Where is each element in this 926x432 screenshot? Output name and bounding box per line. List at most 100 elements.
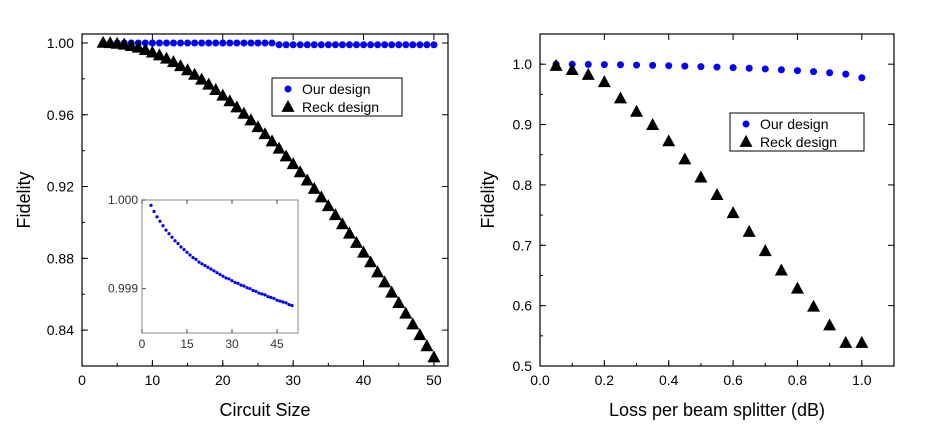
- data-point: [385, 285, 399, 298]
- data-point: [633, 61, 641, 69]
- legend-label: Reck design: [760, 134, 837, 150]
- plot-frame: [539, 33, 895, 367]
- inset-data-point: [176, 241, 180, 246]
- legend-marker: [281, 99, 295, 112]
- inset-data-point: [224, 276, 228, 280]
- chart-panel-2: 0.0 0.2 0.4 0.6 0.8 1.0 0.5 0.6 0.7 0.8 0.9 1.0 Loss…: [478, 33, 895, 420]
- data-point: [328, 208, 342, 221]
- data-point: [314, 190, 328, 203]
- data-point: [430, 41, 438, 49]
- data-point: [423, 41, 431, 49]
- data-point: [600, 61, 608, 69]
- data-point: [357, 245, 371, 258]
- data-point: [265, 134, 279, 147]
- x-axis-title: Loss per beam splitter (dB): [609, 400, 825, 420]
- data-point: [858, 74, 866, 82]
- inset-data-point: [188, 253, 192, 257]
- legend-label: Our design: [760, 116, 828, 132]
- data-point: [342, 226, 356, 239]
- inset-data-point: [215, 271, 219, 275]
- inset-data-point: [221, 274, 225, 278]
- inset-data-point: [170, 235, 174, 239]
- data-point: [360, 41, 368, 49]
- x-tick-label: 0.4: [659, 372, 679, 388]
- data-point: [713, 63, 721, 71]
- data-point: [371, 265, 385, 278]
- inset-data-point: [248, 287, 252, 291]
- inset-data-point: [281, 300, 285, 304]
- data-point: [839, 335, 853, 348]
- data-point: [244, 113, 258, 126]
- data-point: [331, 41, 339, 49]
- data-point: [251, 120, 265, 133]
- data-point: [662, 134, 676, 147]
- inset-data-point: [230, 279, 234, 283]
- data-point: [793, 67, 801, 75]
- data-point: [681, 62, 689, 70]
- data-point: [649, 61, 657, 69]
- inset-data-point: [254, 289, 258, 293]
- data-point: [289, 41, 297, 49]
- inset-x-tick-label: 30: [225, 337, 239, 351]
- data-point: [338, 41, 346, 49]
- data-point: [826, 69, 834, 77]
- legend-marker: [284, 85, 292, 93]
- x-tick-label: 0.0: [530, 372, 550, 388]
- data-point: [613, 91, 627, 104]
- data-point: [597, 75, 611, 88]
- y-tick-label: 1.00: [47, 35, 74, 51]
- data-point: [395, 41, 403, 49]
- data-point: [321, 199, 335, 212]
- data-point: [188, 67, 202, 80]
- y-tick-label: 1.0: [513, 56, 533, 72]
- series-reck-design: [96, 35, 441, 363]
- y-tick-label: 0.9: [513, 117, 533, 133]
- data-point: [630, 104, 644, 117]
- data-point: [774, 263, 788, 276]
- data-point: [710, 188, 724, 201]
- data-point: [745, 64, 753, 72]
- inset-y-tick-label: 0.999: [108, 282, 138, 296]
- data-point: [364, 255, 378, 268]
- data-point: [807, 299, 821, 312]
- data-point: [152, 48, 166, 61]
- data-point: [761, 65, 769, 73]
- data-point: [240, 39, 248, 47]
- inset-data-point: [194, 257, 198, 262]
- data-point: [181, 63, 195, 76]
- legend: Our design Reck design: [729, 112, 865, 152]
- legend-box: [729, 112, 865, 152]
- x-tick-label: 0: [78, 372, 86, 388]
- inset-data-point: [155, 215, 159, 219]
- inset-data-point: [182, 248, 186, 252]
- y-axis-title: Fidelity: [14, 171, 34, 228]
- data-point: [191, 39, 199, 47]
- data-point: [350, 235, 363, 248]
- data-point: [170, 39, 177, 47]
- inset-x-tick-label: 45: [270, 337, 284, 351]
- data-point: [282, 41, 290, 49]
- data-point: [219, 39, 227, 47]
- data-point: [247, 39, 255, 47]
- data-point: [293, 165, 307, 178]
- data-point: [212, 39, 220, 47]
- legend-label: Our design: [302, 81, 370, 97]
- data-point: [145, 45, 159, 58]
- inset-data-point: [236, 281, 240, 285]
- inset-data-point: [239, 283, 243, 287]
- inset-data-point: [212, 269, 216, 273]
- series-reck-design: [549, 58, 869, 348]
- data-point: [141, 39, 149, 47]
- data-point: [261, 39, 269, 47]
- inset-data-point: [185, 250, 189, 254]
- data-point: [335, 217, 349, 230]
- data-point: [310, 41, 318, 49]
- inset-data-point: [242, 284, 246, 288]
- inset-data-point: [218, 272, 222, 277]
- data-point: [286, 157, 300, 170]
- inset-frame: [141, 199, 299, 334]
- data-point: [138, 43, 152, 55]
- y-tick-label: 0.96: [47, 107, 74, 123]
- data-point: [254, 39, 262, 47]
